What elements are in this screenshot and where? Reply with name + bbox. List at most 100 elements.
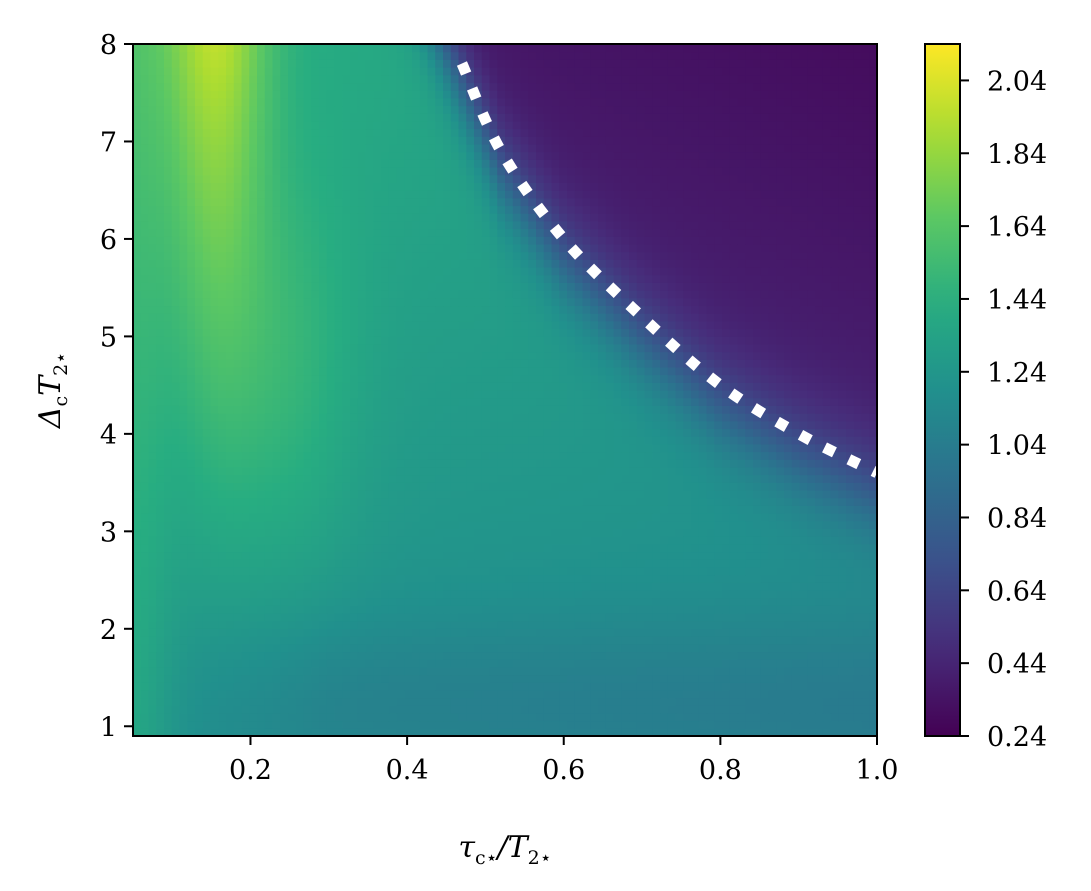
- heatmap-cell: [621, 666, 630, 676]
- heatmap-cell: [233, 474, 243, 483]
- heatmap-cell: [574, 466, 584, 476]
- heatmap-cell: [171, 559, 181, 568]
- heatmap-cell: [613, 536, 622, 545]
- heatmap-cell: [412, 336, 421, 345]
- heatmap-cell: [737, 597, 746, 606]
- heatmap-cell: [815, 612, 824, 622]
- heatmap-cell: [319, 636, 328, 645]
- heatmap-cell: [171, 513, 181, 522]
- heatmap-cell: [660, 543, 669, 553]
- heatmap-cell: [652, 643, 661, 653]
- heatmap-cell: [512, 443, 522, 453]
- heatmap-cell: [675, 636, 684, 645]
- heatmap-cell: [846, 705, 855, 714]
- heatmap-cell: [412, 636, 421, 645]
- heatmap-cell: [357, 651, 367, 660]
- heatmap-cell: [528, 420, 537, 430]
- heatmap-cell: [435, 728, 444, 736]
- heatmap-cell: [218, 390, 227, 399]
- heatmap-cell: [791, 513, 801, 522]
- heatmap-cell: [489, 513, 498, 522]
- heatmap-cell: [357, 513, 367, 522]
- heatmap-cell: [404, 351, 413, 360]
- heatmap-cell: [226, 605, 235, 614]
- heatmap-cell: [233, 428, 243, 437]
- heatmap-cell: [241, 636, 250, 645]
- heatmap-cell: [582, 659, 591, 668]
- heatmap-cell: [179, 643, 188, 653]
- heatmap-cell: [474, 359, 483, 368]
- heatmap-cell: [311, 566, 320, 576]
- heatmap-cell: [140, 651, 150, 660]
- heatmap-cell: [714, 643, 723, 653]
- heatmap-cell: [280, 497, 289, 506]
- heatmap-cell: [667, 420, 677, 430]
- heatmap-cell: [443, 566, 452, 576]
- heatmap-cell: [853, 336, 863, 345]
- heatmap-cell: [303, 605, 312, 614]
- heatmap-cell: [489, 420, 498, 430]
- heatmap-cell: [652, 543, 661, 553]
- heatmap-cell: [551, 474, 560, 483]
- heatmap-cell: [202, 413, 212, 422]
- heatmap-cell: [326, 712, 336, 722]
- heatmap-cell: [466, 574, 475, 583]
- heatmap-cell: [667, 612, 677, 622]
- heatmap-cell: [334, 351, 343, 360]
- heatmap-cell: [388, 497, 398, 506]
- heatmap-cell: [326, 674, 336, 683]
- heatmap-cell: [497, 382, 506, 391]
- heatmap-cell: [148, 428, 157, 437]
- heatmap-cell: [629, 651, 638, 660]
- heatmap-cell: [241, 336, 250, 345]
- heatmap-cell: [543, 582, 553, 591]
- heatmap-cell: [815, 420, 824, 430]
- heatmap-cell: [288, 482, 297, 491]
- heatmap-cell: [187, 705, 196, 714]
- heatmap-cell: [458, 513, 467, 522]
- heatmap-cell: [636, 659, 646, 668]
- heatmap-cell: [753, 459, 762, 468]
- heatmap-cell: [435, 605, 444, 614]
- heatmap-cell: [520, 536, 529, 545]
- heatmap-cell: [489, 628, 498, 637]
- heatmap-cell: [171, 405, 181, 414]
- heatmap-cell: [784, 666, 793, 676]
- heatmap-cell: [179, 651, 188, 660]
- heatmap-cell: [536, 497, 545, 506]
- heatmap-cell: [233, 420, 243, 430]
- heatmap-cell: [830, 605, 839, 614]
- heatmap-cell: [466, 436, 475, 445]
- heatmap-cell: [722, 551, 731, 560]
- heatmap-cell: [520, 528, 529, 537]
- heatmap-cell: [210, 405, 219, 414]
- heatmap-cell: [536, 336, 545, 345]
- heatmap-cell: [853, 397, 863, 406]
- heatmap-cell: [195, 497, 204, 506]
- heatmap-cell: [784, 720, 793, 729]
- heatmap-cell: [404, 566, 413, 576]
- heatmap-cell: [590, 489, 599, 499]
- heatmap-cell: [218, 466, 227, 476]
- heatmap-cell: [202, 651, 212, 660]
- heatmap-cell: [350, 366, 359, 376]
- heatmap-cell: [140, 374, 150, 383]
- heatmap-cell: [838, 689, 847, 699]
- heatmap-cell: [435, 551, 444, 560]
- heatmap-cell: [807, 705, 816, 714]
- heatmap-cell: [334, 513, 343, 522]
- heatmap-cell: [528, 674, 537, 683]
- heatmap-cell: [760, 697, 770, 706]
- heatmap-cell: [326, 666, 336, 676]
- heatmap-cell: [753, 559, 762, 568]
- heatmap-cell: [636, 643, 646, 653]
- heatmap-cell: [202, 543, 212, 553]
- heatmap-cell: [233, 466, 243, 476]
- heatmap-cell: [574, 543, 584, 553]
- heatmap-cell: [497, 597, 506, 606]
- heatmap-cell: [722, 374, 731, 383]
- heatmap-cell: [412, 420, 421, 430]
- heatmap-cell: [737, 574, 746, 583]
- heatmap-cell: [350, 482, 359, 491]
- heatmap-cell: [388, 697, 398, 706]
